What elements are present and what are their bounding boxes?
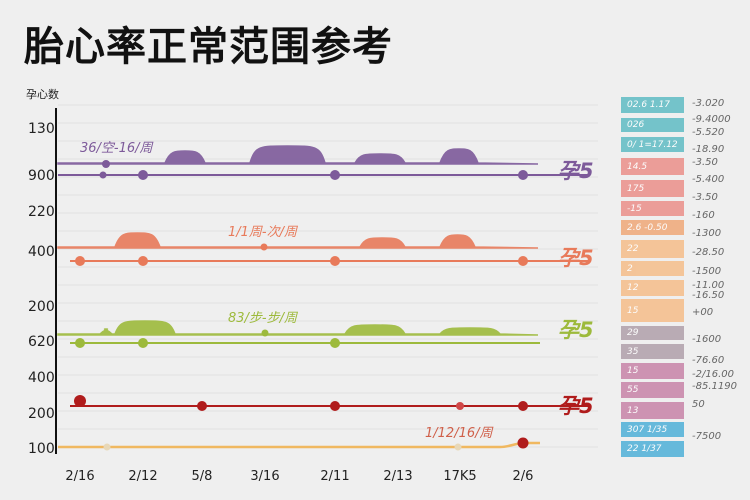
legend-value: -76.60: [692, 355, 725, 366]
data-point: [261, 329, 269, 337]
legend-item: 15: [621, 299, 684, 322]
data-point: [74, 395, 86, 407]
series-tag: 孕5: [558, 246, 594, 270]
series-3: 83/步-步/周 孕5: [57, 311, 594, 348]
y-tick-label: 620: [28, 334, 55, 350]
series-area: [57, 145, 539, 165]
series-5: 1/12/16/周: [58, 426, 540, 451]
legend-value: -16.50: [692, 290, 725, 301]
x-tick-label: 5/8: [192, 469, 213, 484]
y-tick-label: 200: [28, 299, 55, 315]
legend-item: 22: [621, 240, 684, 258]
legend-item: 35: [621, 344, 684, 359]
y-tick-label: 400: [28, 244, 55, 260]
legend-value: -11.00: [692, 280, 725, 291]
legend-value: -3.50: [692, 157, 718, 168]
data-point: [330, 256, 340, 266]
data-point: [518, 256, 528, 266]
series-tag: 孕5: [558, 159, 594, 183]
series-label: 83/步-步/周: [228, 311, 299, 326]
x-tick-label: 2/13: [383, 469, 412, 484]
legend-value: -7500: [692, 431, 722, 442]
legend-value: -3.50: [692, 192, 718, 203]
data-point: [456, 402, 464, 410]
legend-value: -85.1190: [692, 381, 737, 392]
legend-value: -28.50: [692, 247, 725, 258]
series-label: 1/1周-次/周: [228, 225, 299, 240]
page-title: 胎心率正常范围参考: [24, 24, 393, 70]
legend-value: -3.020: [692, 98, 725, 109]
series-area: [57, 320, 539, 336]
legend-item: 12: [621, 280, 684, 296]
data-point: [75, 256, 85, 266]
heart-rate-chart: 130 900 220 400 200 620 400 200 100 2/16 2/12 5/8 3/…: [28, 104, 598, 484]
x-tick-label: 2/11: [320, 469, 349, 484]
legend-item: 307 1/35: [621, 422, 684, 437]
data-point: [75, 338, 85, 348]
data-point: [330, 401, 340, 411]
legend-item: 14.5: [621, 158, 684, 175]
series-label: 1/12/16/周: [425, 426, 494, 441]
x-tick-label: 2/12: [128, 469, 157, 484]
series-1: 36/空-16/周孕5: [57, 141, 594, 183]
data-point: [260, 243, 268, 251]
data-point: [330, 338, 340, 348]
legend-value: -5.400: [692, 174, 725, 185]
legend-value: -1500: [692, 266, 722, 277]
series-area: [57, 232, 539, 249]
y-tick-label: 900: [28, 168, 55, 184]
legend-item: 2: [621, 261, 684, 276]
data-point: [102, 160, 110, 168]
x-tick-label: 2/6: [513, 469, 534, 484]
data-point: [103, 443, 111, 451]
series-tag: 孕5: [558, 394, 594, 418]
x-tick-label: 3/16: [250, 469, 279, 484]
data-point: [138, 256, 148, 266]
legend-item: 22 1/37: [621, 441, 684, 457]
legend-item: 026: [621, 118, 684, 132]
series-2: 1/1周-次/周孕5: [57, 225, 594, 270]
y-tick-label: 200: [28, 406, 55, 422]
legend-item: 2.6 -0.50: [621, 220, 684, 235]
x-tick-label: 17K5: [443, 469, 476, 484]
data-point: [138, 170, 148, 180]
legend-value: +00: [692, 307, 714, 318]
legend-item: 02.6 1.17: [621, 97, 684, 113]
x-tick-label: 2/16: [65, 469, 94, 484]
legend-item: -15: [621, 201, 684, 216]
legend-item: 0/ 1=17.12: [621, 137, 684, 152]
y-tick-label: 100: [28, 441, 55, 457]
data-point: [99, 171, 107, 179]
legend-item: 29: [621, 326, 684, 340]
legend-item: 13: [621, 402, 684, 419]
series-tag: 孕5: [558, 318, 594, 342]
legend-value: -160: [692, 210, 715, 221]
legend-value: -2/16.00: [692, 369, 734, 380]
y-axis-label: 孕心数: [26, 88, 59, 101]
data-point: [197, 401, 207, 411]
data-point: [138, 338, 148, 348]
legend-item: 175: [621, 180, 684, 197]
legend-value: -9.4000: [692, 114, 731, 125]
data-point: [330, 170, 340, 180]
legend-value: -1300: [692, 228, 722, 239]
legend-value: 50: [692, 399, 705, 410]
y-tick-label: 400: [28, 370, 55, 386]
y-tick-label: 130: [28, 121, 55, 137]
y-tick-label: 220: [28, 204, 55, 220]
legend-value: -18.90: [692, 144, 725, 155]
series-4: 孕5: [70, 394, 594, 418]
data-point: [518, 401, 528, 411]
data-point: [517, 437, 529, 449]
legend-value: -5.520: [692, 127, 725, 138]
series-label: 36/空-16/周: [80, 141, 155, 156]
legend-item: 15: [621, 363, 684, 379]
series-line: [58, 441, 540, 449]
data-point: [454, 443, 462, 451]
legend-item: 55: [621, 382, 684, 398]
data-point: [518, 170, 528, 180]
legend-value: -1600: [692, 334, 722, 345]
